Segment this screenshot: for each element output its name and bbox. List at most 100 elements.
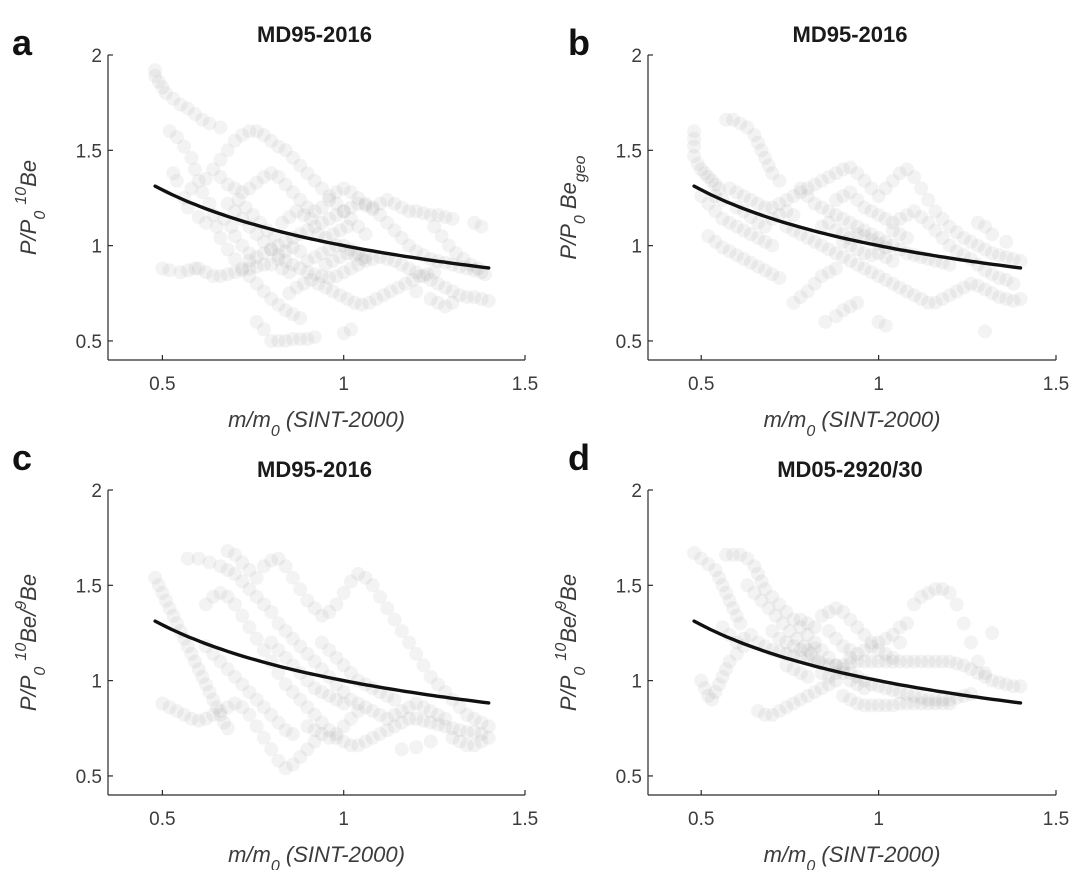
data-point — [311, 276, 326, 291]
data-point — [836, 189, 851, 204]
data-point — [336, 696, 351, 711]
data-point — [278, 761, 293, 776]
data-point — [300, 700, 315, 715]
data-point — [423, 669, 438, 684]
data-point — [264, 553, 279, 568]
data-point — [690, 156, 705, 171]
data-point — [300, 253, 315, 268]
data-point — [871, 635, 886, 650]
data-point — [800, 616, 815, 631]
data-point — [900, 687, 914, 701]
data-point — [942, 238, 957, 253]
data-point — [907, 288, 922, 303]
data-point — [249, 692, 264, 707]
data-point — [892, 166, 907, 181]
data-point — [278, 650, 293, 665]
data-point — [978, 324, 992, 339]
data-point — [878, 631, 893, 646]
data-point — [322, 189, 337, 204]
data-point — [329, 185, 344, 200]
data-point — [227, 669, 242, 684]
data-point — [900, 208, 914, 223]
y-tick-label: 1.5 — [616, 141, 642, 162]
data-point — [206, 162, 221, 177]
data-point — [365, 252, 380, 266]
data-point — [235, 238, 250, 253]
data-point — [885, 173, 900, 188]
data-point — [246, 208, 260, 223]
data-point — [264, 242, 279, 257]
data-point — [878, 181, 893, 196]
data-point — [864, 635, 879, 650]
data-point — [271, 170, 286, 184]
data-point — [914, 654, 929, 669]
data-point — [329, 196, 344, 211]
data-point — [235, 574, 250, 589]
y-tick-label: 2 — [91, 46, 102, 67]
data-point — [743, 192, 758, 207]
data-point — [850, 654, 865, 669]
data-point — [314, 635, 329, 650]
data-point — [387, 196, 402, 211]
data-point — [460, 290, 474, 305]
data-point — [318, 280, 333, 295]
data-point — [373, 589, 387, 604]
data-point — [804, 646, 819, 661]
data-point — [807, 196, 822, 211]
data-point — [970, 654, 985, 669]
x-tick-label: 0.5 — [688, 809, 714, 830]
scatter-points — [148, 544, 496, 776]
data-point — [765, 589, 780, 604]
data-point — [765, 166, 780, 181]
data-point — [921, 654, 936, 669]
x-tick-label: 0.5 — [149, 374, 175, 395]
data-point — [438, 719, 453, 734]
data-point — [235, 261, 250, 276]
data-point — [398, 276, 413, 291]
data-point — [878, 654, 893, 669]
data-point — [878, 646, 893, 661]
data-point — [191, 261, 206, 276]
data-point — [736, 223, 751, 238]
data-point — [956, 616, 971, 631]
data-point — [733, 547, 748, 562]
data-point — [409, 740, 424, 755]
data-point — [708, 177, 723, 192]
data-point — [202, 685, 217, 700]
y-axis-label: P/P0 Begeo — [556, 155, 589, 259]
data-point — [278, 677, 293, 692]
data-point — [992, 290, 1007, 305]
fit-curve — [153, 184, 491, 270]
data-point — [343, 738, 358, 753]
data-point — [227, 204, 242, 219]
data-point — [285, 757, 300, 772]
data-point — [914, 696, 929, 711]
data-point — [380, 601, 395, 616]
data-point — [394, 257, 409, 272]
data-point — [169, 130, 184, 144]
data-point — [307, 654, 322, 669]
data-point — [235, 185, 250, 200]
data-point — [885, 215, 900, 230]
data-point — [227, 597, 242, 612]
y-axis-label: P/P0 10Be — [13, 160, 49, 255]
data-point — [369, 292, 384, 306]
data-point — [293, 582, 308, 597]
data-point — [202, 555, 217, 570]
data-point — [747, 559, 762, 574]
data-point — [314, 685, 329, 700]
data-point — [195, 669, 210, 684]
data-point — [857, 200, 872, 215]
data-point — [285, 240, 300, 255]
data-point — [726, 547, 741, 562]
data-point — [850, 242, 865, 257]
data-point — [892, 685, 907, 700]
data-point — [743, 227, 758, 242]
data-point — [758, 150, 773, 165]
data-point — [159, 593, 173, 608]
data-point — [278, 177, 293, 192]
data-point — [857, 246, 872, 261]
data-point — [402, 711, 416, 726]
data-point — [220, 721, 235, 736]
data-point — [935, 231, 950, 245]
